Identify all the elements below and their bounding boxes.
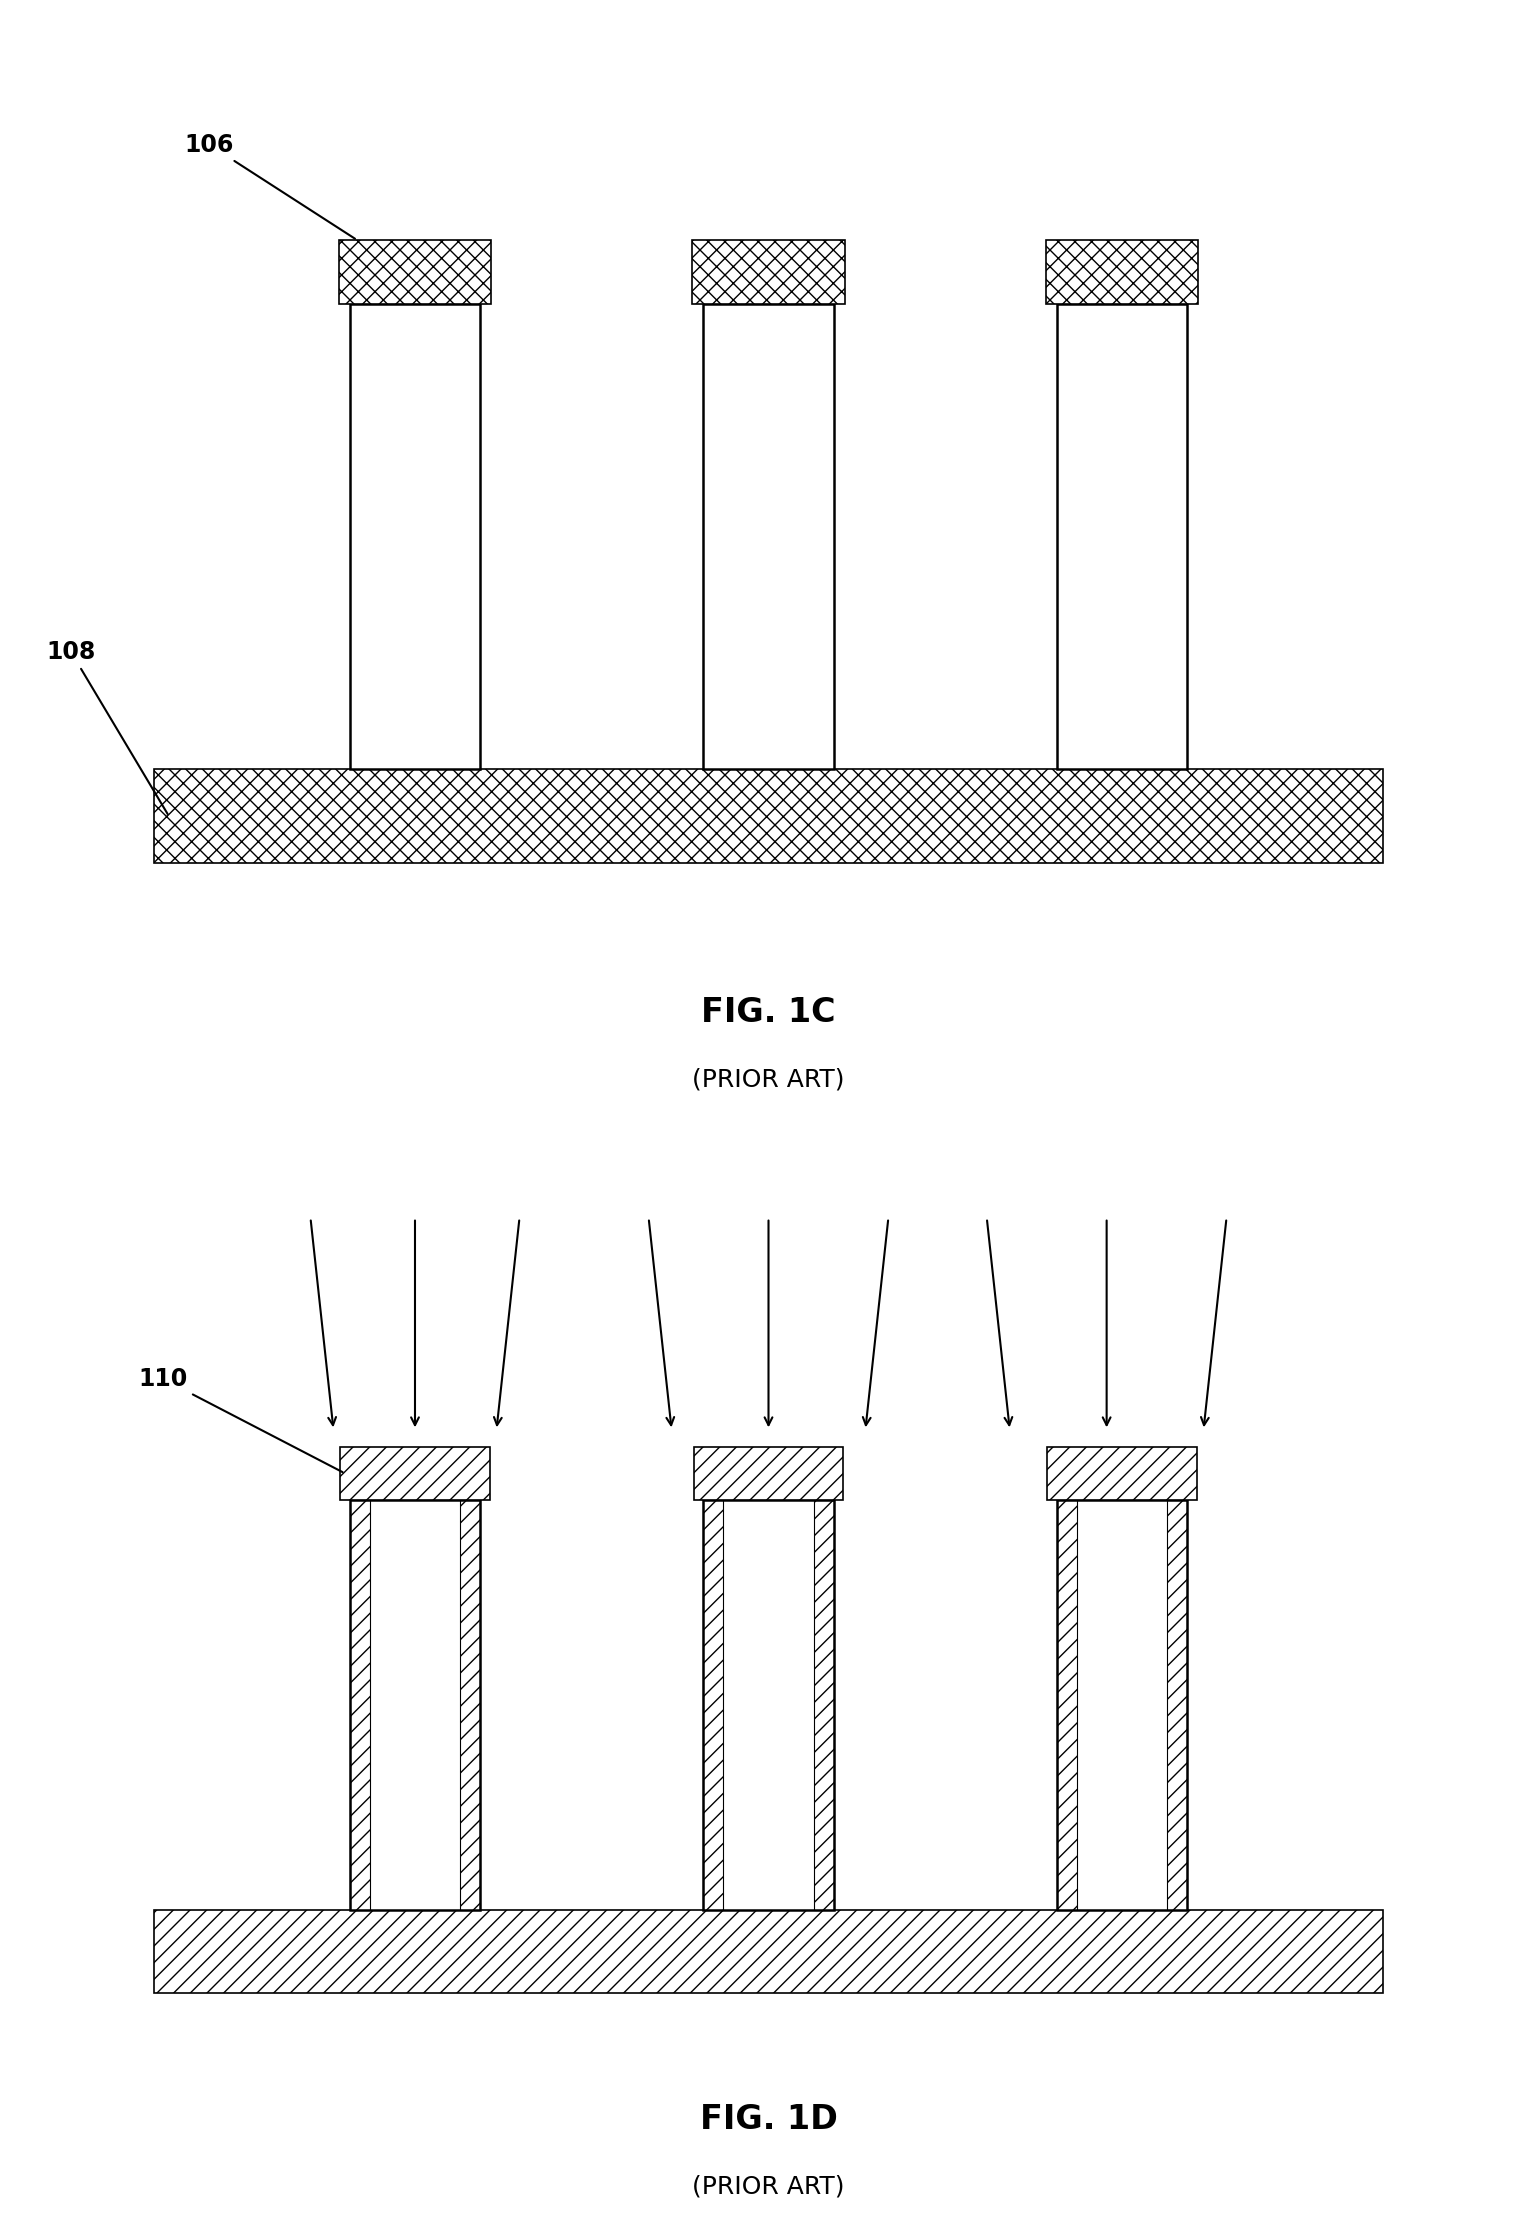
Bar [692, 241, 845, 306]
Bar [154, 1908, 1383, 1993]
Bar [1057, 1501, 1188, 1908]
Bar [154, 770, 1383, 863]
Bar [461, 1501, 480, 1908]
Text: 108: 108 [46, 640, 168, 815]
Bar [704, 1501, 833, 1908]
Bar [704, 1501, 833, 1908]
Bar [1057, 1501, 1076, 1908]
Bar [695, 1448, 842, 1501]
Bar [350, 306, 480, 770]
Bar [1048, 1448, 1197, 1501]
Bar [1168, 1501, 1188, 1908]
Text: (PRIOR ART): (PRIOR ART) [692, 1067, 845, 1092]
Bar [350, 1501, 480, 1908]
Bar [815, 1501, 833, 1908]
Bar [350, 1501, 480, 1908]
Bar [340, 241, 492, 306]
Text: 110: 110 [138, 1366, 343, 1472]
Bar [704, 1501, 724, 1908]
Text: FIG. 1D: FIG. 1D [699, 2103, 838, 2137]
Text: 106: 106 [184, 133, 355, 239]
Text: (PRIOR ART): (PRIOR ART) [692, 2174, 845, 2199]
Bar [1045, 241, 1199, 306]
Bar [1057, 1501, 1188, 1908]
Bar [341, 1448, 489, 1501]
Bar [1057, 306, 1188, 770]
Bar [704, 306, 833, 770]
Text: FIG. 1C: FIG. 1C [701, 996, 836, 1030]
Bar [350, 1501, 370, 1908]
